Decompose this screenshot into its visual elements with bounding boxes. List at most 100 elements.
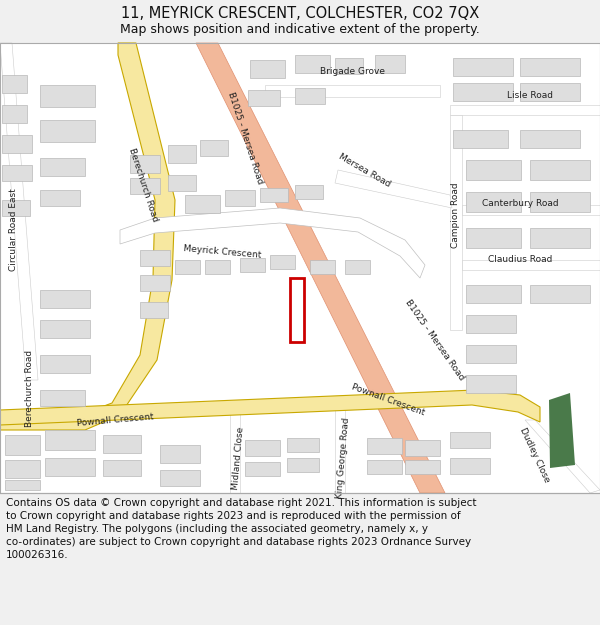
Bar — [367, 460, 402, 474]
Bar — [5, 480, 40, 490]
Text: Pownall Crescent: Pownall Crescent — [76, 412, 154, 428]
Bar — [295, 55, 330, 73]
Bar — [450, 432, 490, 448]
Bar — [466, 315, 516, 333]
Bar — [462, 205, 600, 215]
Bar — [520, 58, 580, 76]
Bar — [40, 320, 90, 338]
Bar — [245, 462, 280, 476]
Bar — [0, 43, 600, 493]
Bar — [40, 290, 90, 308]
Bar — [200, 140, 228, 156]
Bar — [310, 260, 335, 274]
Bar — [335, 58, 363, 74]
Bar — [265, 85, 440, 97]
Bar — [295, 88, 325, 104]
Bar — [453, 58, 513, 76]
Text: Pownall Crescent: Pownall Crescent — [350, 382, 426, 418]
Bar — [462, 260, 600, 270]
Bar — [367, 438, 402, 454]
Text: Canterbury Road: Canterbury Road — [482, 199, 559, 208]
Bar — [175, 260, 200, 274]
Bar — [45, 458, 95, 476]
Bar — [240, 258, 265, 272]
Bar — [405, 440, 440, 456]
Bar — [530, 160, 590, 180]
Bar — [450, 105, 600, 115]
Bar — [405, 460, 440, 474]
Bar — [466, 375, 516, 393]
Bar — [5, 435, 40, 455]
Text: Lisle Road: Lisle Road — [507, 91, 553, 99]
Polygon shape — [196, 43, 445, 493]
Bar — [130, 155, 160, 173]
Text: King George Road: King George Road — [335, 417, 351, 499]
Bar — [450, 458, 490, 474]
Text: 100026316.: 100026316. — [6, 550, 68, 560]
Text: Mersea Road: Mersea Road — [337, 151, 392, 189]
Bar — [466, 345, 516, 363]
Bar — [530, 192, 590, 212]
Text: Midland Close: Midland Close — [231, 426, 245, 490]
Polygon shape — [525, 420, 600, 493]
Bar — [248, 90, 280, 106]
Bar — [205, 260, 230, 274]
Bar — [168, 145, 196, 163]
Polygon shape — [0, 390, 540, 425]
Bar — [185, 195, 220, 213]
Bar — [2, 200, 30, 216]
Bar — [103, 435, 141, 453]
Bar — [520, 83, 580, 101]
Bar — [345, 260, 370, 274]
Bar — [245, 440, 280, 456]
Bar — [160, 470, 200, 486]
Polygon shape — [450, 115, 462, 330]
Polygon shape — [120, 208, 425, 278]
Bar — [140, 275, 170, 291]
Bar — [225, 190, 255, 206]
Bar — [40, 355, 90, 373]
Bar — [466, 228, 521, 248]
Bar — [250, 60, 285, 78]
Bar — [530, 228, 590, 248]
Bar — [287, 438, 319, 452]
Text: Campion Road: Campion Road — [452, 182, 461, 248]
Bar — [290, 278, 304, 342]
Bar — [5, 460, 40, 478]
Bar — [2, 75, 27, 93]
Bar — [2, 135, 32, 153]
Text: co-ordinates) are subject to Crown copyright and database rights 2023 Ordnance S: co-ordinates) are subject to Crown copyr… — [6, 537, 471, 547]
Bar — [466, 192, 521, 212]
Text: Contains OS data © Crown copyright and database right 2021. This information is : Contains OS data © Crown copyright and d… — [6, 498, 476, 508]
Polygon shape — [0, 43, 38, 380]
Polygon shape — [335, 170, 452, 208]
Text: Berechurch Road: Berechurch Road — [25, 349, 35, 426]
Bar — [45, 430, 95, 450]
Bar — [103, 460, 141, 476]
Text: HM Land Registry. The polygons (including the associated geometry, namely x, y: HM Land Registry. The polygons (includin… — [6, 524, 428, 534]
Bar — [140, 302, 168, 318]
Text: Claudius Road: Claudius Road — [488, 256, 552, 264]
Bar — [530, 285, 590, 303]
Text: 11, MEYRICK CRESCENT, COLCHESTER, CO2 7QX: 11, MEYRICK CRESCENT, COLCHESTER, CO2 7Q… — [121, 6, 479, 21]
Bar — [335, 403, 345, 493]
Text: Berechurch Road: Berechurch Road — [127, 147, 159, 223]
Bar — [2, 165, 32, 181]
Text: Brigade Grove: Brigade Grove — [320, 68, 385, 76]
Bar — [295, 185, 323, 199]
Bar — [230, 413, 240, 493]
Bar — [40, 190, 80, 206]
Bar — [520, 130, 580, 148]
Bar — [466, 160, 521, 180]
Polygon shape — [0, 43, 175, 430]
Bar — [40, 85, 95, 107]
Bar — [130, 178, 160, 194]
Text: B1025 - Mersea Road: B1025 - Mersea Road — [226, 91, 264, 185]
Bar — [168, 175, 196, 191]
Bar — [375, 55, 405, 73]
Bar — [40, 120, 95, 142]
Bar — [40, 158, 85, 176]
Bar — [453, 83, 513, 101]
Bar — [140, 250, 170, 266]
Bar — [160, 445, 200, 463]
